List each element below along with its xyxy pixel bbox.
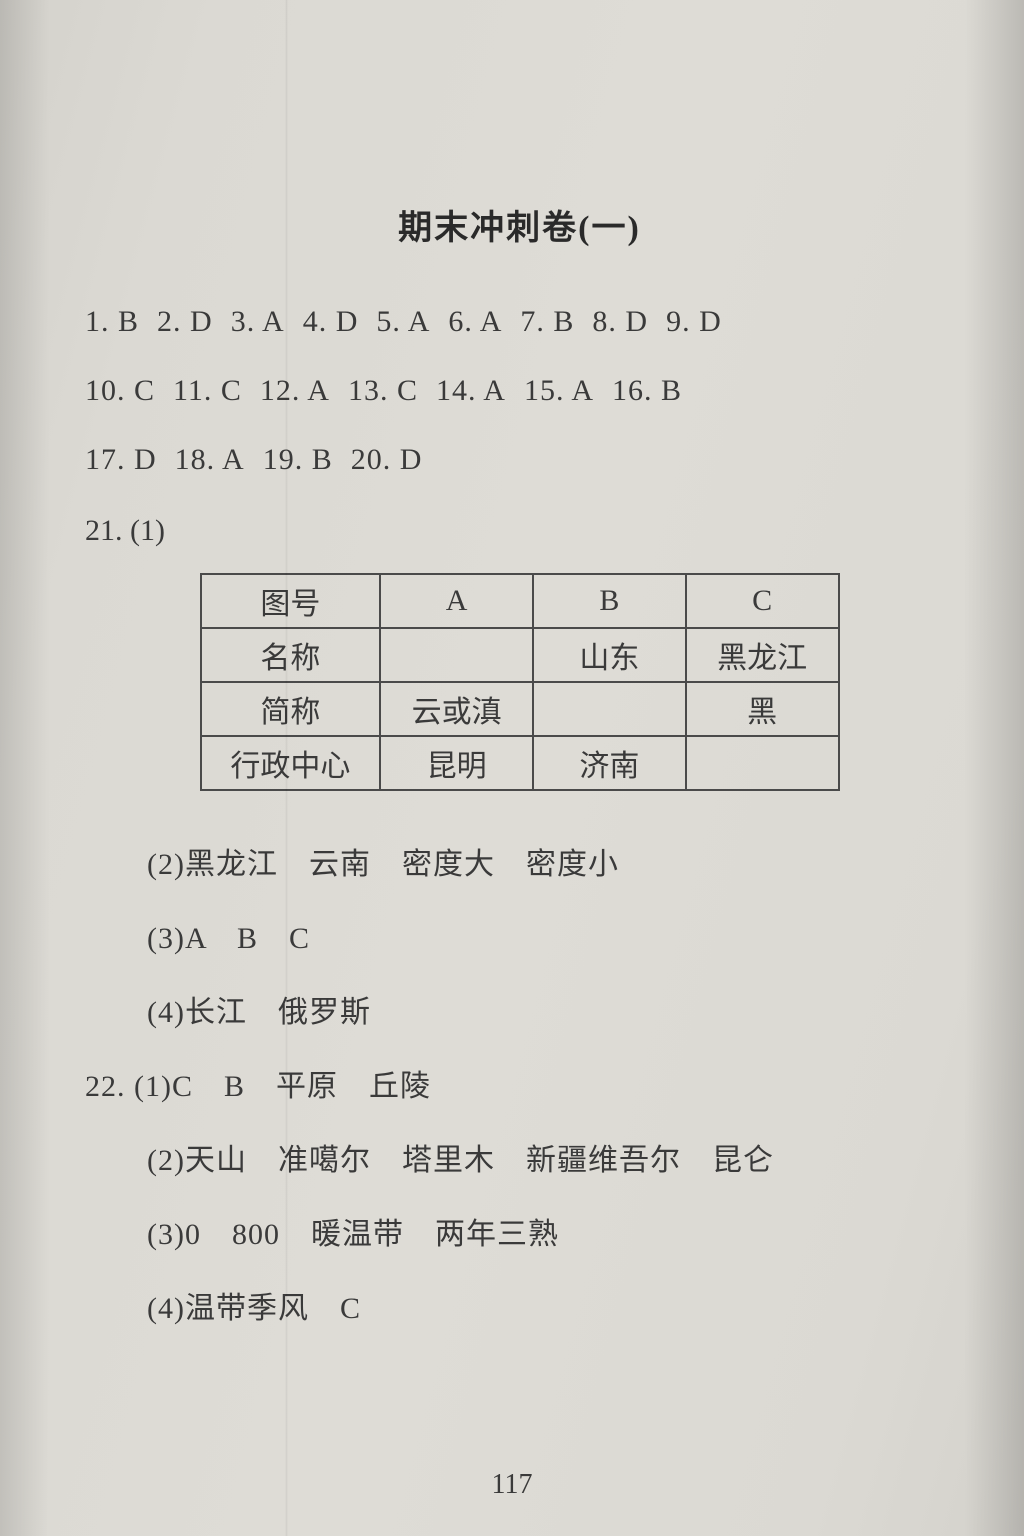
- table-cell: 云或滇: [380, 682, 533, 736]
- answer-line-3: 17. D 18. A 19. B 20. D: [85, 425, 954, 494]
- page-shadow-right: [964, 0, 1024, 1536]
- table-cell: 名称: [201, 628, 381, 682]
- table-cell: 黑龙江: [686, 628, 839, 682]
- document-page: 期末冲刺卷(一) 1. B 2. D 3. A 4. D 5. A 6. A 7. B 8. …: [0, 0, 1024, 1536]
- table-cell: 山东: [533, 628, 686, 682]
- sub-answer-line: (3)0 800 暖温带 两年三熟: [147, 1199, 954, 1271]
- answer-item: 7. B: [520, 287, 574, 356]
- table-cell: [380, 628, 533, 682]
- answer-item: 1. B: [85, 287, 139, 356]
- table-cell: 黑: [686, 682, 839, 736]
- answer-line-2: 10. C 11. C 12. A 13. C 14. A 15. A 16. B: [85, 356, 954, 425]
- page-number: 117: [0, 1469, 1024, 1501]
- answer-table: 图号 A B C 名称 山东 黑龙江 简称 云或滇 黑 行政中心 昆明 济南: [200, 573, 840, 791]
- table-cell: 昆明: [380, 736, 533, 790]
- table-cell: 简称: [201, 682, 381, 736]
- answer-item: 9. D: [666, 287, 722, 356]
- answer-item: 17. D: [85, 425, 157, 494]
- answer-item: 16. B: [612, 356, 682, 425]
- table-cell: A: [380, 574, 533, 628]
- question-21-label: 21. (1): [85, 514, 954, 548]
- answer-item: 3. A: [231, 287, 285, 356]
- answer-item: 2. D: [157, 287, 213, 356]
- table-cell: 图号: [201, 574, 381, 628]
- answer-item: 20. D: [351, 425, 423, 494]
- answer-item: 10. C: [85, 356, 155, 425]
- answer-item: 12. A: [260, 356, 330, 425]
- table-row: 简称 云或滇 黑: [201, 682, 839, 736]
- answer-item: 6. A: [448, 287, 502, 356]
- sub-answer-line: (4)温带季风 C: [147, 1273, 954, 1345]
- answer-item: 8. D: [592, 287, 648, 356]
- answer-item: 5. A: [376, 287, 430, 356]
- answer-item: 13. C: [348, 356, 418, 425]
- table-cell: C: [686, 574, 839, 628]
- exam-title: 期末冲刺卷(一): [85, 200, 954, 249]
- table-cell: B: [533, 574, 686, 628]
- answer-item: 11. C: [173, 356, 242, 425]
- sub-answer-line: (2)天山 准噶尔 塔里木 新疆维吾尔 昆仑: [147, 1125, 954, 1197]
- page-shadow-left: [0, 0, 50, 1536]
- answer-item: 4. D: [303, 287, 359, 356]
- sub-answer-line: 22. (1)C B 平原 丘陵: [85, 1051, 954, 1123]
- table-row: 名称 山东 黑龙江: [201, 628, 839, 682]
- answer-item: 18. A: [175, 425, 245, 494]
- answer-item: 15. A: [524, 356, 594, 425]
- table-cell: 济南: [533, 736, 686, 790]
- question-21-subanswers: (2)黑龙江 云南 密度大 密度小 (3)A B C (4)长江 俄罗斯: [85, 829, 954, 1049]
- table-header-row: 图号 A B C: [201, 574, 839, 628]
- table-cell: [686, 736, 839, 790]
- table-cell: [533, 682, 686, 736]
- answer-table-wrap: 图号 A B C 名称 山东 黑龙江 简称 云或滇 黑 行政中心 昆明 济南: [85, 573, 954, 791]
- answer-item: 19. B: [263, 425, 333, 494]
- answer-item: 14. A: [436, 356, 506, 425]
- table-row: 行政中心 昆明 济南: [201, 736, 839, 790]
- sub-answer-line: (4)长江 俄罗斯: [147, 977, 954, 1049]
- sub-answer-line: (2)黑龙江 云南 密度大 密度小: [147, 829, 954, 901]
- answer-line-1: 1. B 2. D 3. A 4. D 5. A 6. A 7. B 8. D 9. D: [85, 287, 954, 356]
- question-22-answers: 22. (1)C B 平原 丘陵 (2)天山 准噶尔 塔里木 新疆维吾尔 昆仑 …: [85, 1051, 954, 1345]
- multiple-choice-answers: 1. B 2. D 3. A 4. D 5. A 6. A 7. B 8. D 9. D 10.…: [85, 287, 954, 494]
- table-cell: 行政中心: [201, 736, 381, 790]
- sub-answer-line: (3)A B C: [147, 903, 954, 975]
